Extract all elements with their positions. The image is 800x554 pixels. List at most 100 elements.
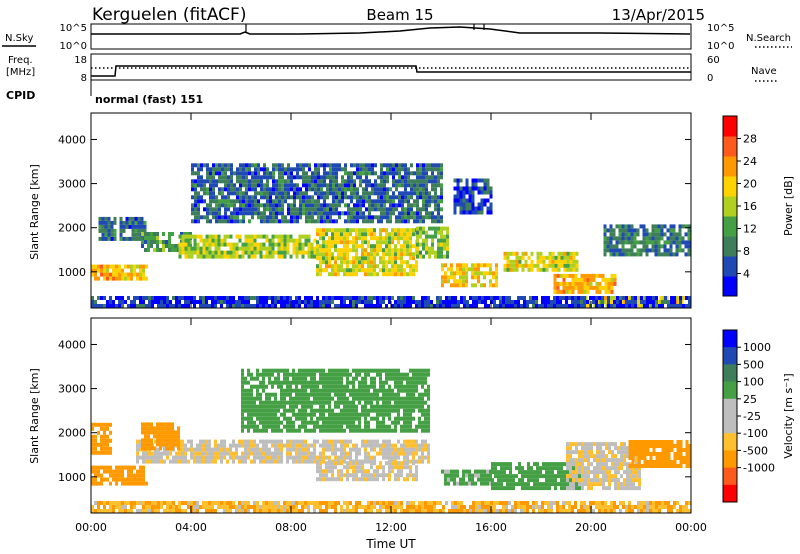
data-cell xyxy=(169,501,172,505)
data-cell xyxy=(335,187,338,192)
data-cell xyxy=(626,486,629,491)
data-cell xyxy=(226,300,229,304)
data-cell xyxy=(370,252,373,257)
data-cell xyxy=(618,248,622,253)
data-cell xyxy=(661,464,665,468)
data-cell xyxy=(215,195,218,200)
data-cell xyxy=(508,300,511,304)
data-cell xyxy=(278,179,281,184)
data-cell xyxy=(236,187,239,192)
data-cell xyxy=(524,482,527,487)
data-cell xyxy=(301,242,305,247)
data-cell xyxy=(389,215,392,220)
data-cell xyxy=(165,422,168,427)
data-cell xyxy=(397,473,400,478)
data-cell xyxy=(362,211,365,216)
data-cell xyxy=(169,300,172,304)
data-cell xyxy=(281,179,284,184)
data-cell xyxy=(325,501,328,505)
data-cell xyxy=(338,167,341,172)
data-cell xyxy=(406,501,409,505)
data-cell xyxy=(471,263,474,268)
data-cell xyxy=(587,462,590,467)
freq-tick-low: 8 xyxy=(81,73,87,84)
data-cell xyxy=(440,219,443,224)
data-cell xyxy=(268,447,271,452)
data-cell xyxy=(355,509,358,513)
y-tick-label: 1000 xyxy=(58,266,86,279)
data-cell xyxy=(263,191,266,196)
data-cell xyxy=(100,304,103,308)
data-cell xyxy=(376,465,379,470)
data-cell xyxy=(293,167,296,172)
data-cell xyxy=(640,505,643,509)
data-cell xyxy=(428,226,431,231)
data-cell xyxy=(654,240,658,245)
data-cell xyxy=(614,454,617,459)
data-cell xyxy=(388,447,391,452)
data-cell xyxy=(350,199,353,204)
data-cell xyxy=(632,474,635,479)
data-cell xyxy=(517,501,520,505)
data-cell xyxy=(556,273,560,278)
data-cell xyxy=(190,447,193,452)
data-cell xyxy=(584,446,587,451)
data-cell xyxy=(380,219,383,224)
data-cell xyxy=(386,211,389,216)
data-cell xyxy=(601,505,604,509)
data-cell xyxy=(632,486,635,491)
data-cell xyxy=(244,447,247,452)
data-cell xyxy=(407,215,410,220)
data-cell xyxy=(349,300,352,304)
data-cell xyxy=(544,296,547,300)
data-cell xyxy=(298,443,301,448)
data-cell xyxy=(247,505,250,509)
data-cell xyxy=(191,219,194,224)
data-cell xyxy=(666,236,670,241)
data-cell xyxy=(142,473,145,478)
data-cell xyxy=(370,509,373,513)
data-cell xyxy=(638,304,642,308)
data-cell xyxy=(319,443,322,448)
data-cell xyxy=(299,215,302,220)
data-cell xyxy=(355,232,358,237)
data-cell xyxy=(483,263,486,268)
data-cell xyxy=(301,250,305,255)
data-cell xyxy=(211,505,214,509)
data-cell xyxy=(486,481,489,486)
data-cell xyxy=(124,276,127,281)
data-cell xyxy=(266,203,269,208)
data-cell xyxy=(277,451,280,456)
data-cell xyxy=(310,451,313,456)
data-cell xyxy=(310,459,313,464)
data-cell xyxy=(371,167,374,172)
data-cell xyxy=(631,509,634,513)
data-cell xyxy=(202,439,205,444)
data-cell xyxy=(91,272,94,277)
data-cell xyxy=(367,260,370,265)
data-cell xyxy=(412,256,415,261)
data-cell xyxy=(368,183,371,188)
data-cell xyxy=(151,296,154,300)
data-cell xyxy=(302,163,305,168)
data-cell xyxy=(551,255,555,260)
data-cell xyxy=(590,470,593,475)
data-cell xyxy=(343,443,346,448)
data-cell xyxy=(442,505,445,509)
data-cell xyxy=(275,207,278,212)
data-cell xyxy=(447,481,450,486)
data-cell xyxy=(382,236,385,241)
data-cell xyxy=(596,466,599,471)
data-cell xyxy=(364,451,367,456)
data-cell xyxy=(385,505,388,509)
data-cell xyxy=(331,252,334,257)
data-cell xyxy=(422,230,425,235)
data-cell xyxy=(230,175,233,180)
data-cell xyxy=(301,246,305,251)
data-cell xyxy=(575,462,578,467)
data-cell xyxy=(168,232,171,236)
data-cell xyxy=(286,505,289,509)
data-cell xyxy=(328,505,331,509)
data-cell xyxy=(574,277,578,282)
data-cell xyxy=(311,195,314,200)
